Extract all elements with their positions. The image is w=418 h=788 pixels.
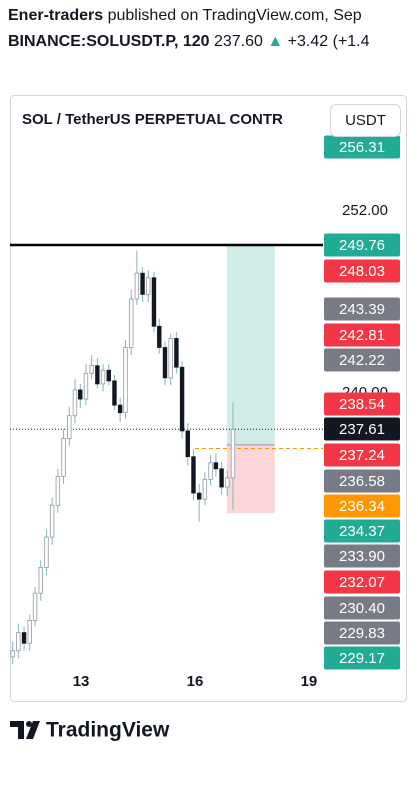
price-badge	[324, 596, 400, 620]
price-badge-label: 249.76	[339, 237, 385, 254]
plot-area	[10, 243, 323, 664]
candle-body	[196, 492, 202, 500]
price-badge-label: 236.34	[339, 498, 385, 515]
candle-body	[49, 504, 55, 538]
price-badge	[324, 544, 400, 568]
price-badge-label: 236.58	[339, 473, 385, 490]
price-badge	[324, 297, 400, 321]
price-badge-label: 234.37	[339, 523, 385, 540]
candle-body	[230, 428, 236, 479]
symbol: BINANCE:SOLUSDT.P, 120	[8, 33, 210, 50]
page: Ener-traders published on TradingView.co…	[8, 7, 418, 742]
change-pct: (+1.4	[332, 33, 370, 50]
candle-body	[61, 438, 66, 477]
candle-body	[202, 479, 208, 500]
currency-button[interactable]	[330, 104, 401, 137]
price-badge	[324, 392, 400, 416]
candle-body	[21, 632, 27, 644]
candle-body	[83, 372, 89, 400]
x-tick-label: 16	[187, 673, 204, 690]
candle-body	[55, 476, 61, 506]
arrow: ▲	[267, 33, 284, 50]
price-badge-label: 237.24	[339, 447, 385, 464]
profit-zone	[226, 244, 275, 445]
price-badge	[324, 323, 400, 347]
candle-body	[32, 592, 38, 621]
price-badge	[324, 443, 400, 467]
price-badge-label: 237.61	[339, 421, 385, 438]
price-badge	[324, 348, 400, 372]
header-line-2: BINANCE:SOLUSDT.P, 120 237.60 ▲ +3.42 (+…	[8, 33, 418, 51]
price-badge-label: 229.83	[339, 625, 385, 642]
candle-body	[89, 365, 94, 374]
price-axis: 240.00252.00256.31249.76248.03243.39242.…	[324, 135, 400, 670]
candle-body	[208, 462, 213, 480]
price-badge	[324, 519, 400, 543]
candle-body	[219, 468, 224, 488]
candle-body	[16, 632, 21, 652]
price-badge-label: 229.17	[339, 650, 385, 667]
candle-body	[44, 536, 49, 568]
candle-body	[191, 456, 196, 494]
price-badge	[324, 469, 400, 493]
candle-body	[225, 477, 230, 488]
candle-body	[72, 389, 78, 417]
price-badge	[324, 259, 400, 283]
price-badge	[324, 570, 400, 594]
price-badge-label: 248.03	[339, 263, 385, 280]
candle-body	[157, 325, 162, 348]
candle-body	[213, 462, 219, 470]
footer-brand: TradingView	[46, 719, 170, 742]
candle-body	[10, 650, 15, 658]
price-badge	[324, 621, 400, 645]
price-badge-label: 256.31	[339, 139, 385, 156]
candle-body	[185, 430, 190, 458]
candle-body	[174, 338, 179, 368]
candle-body	[123, 347, 128, 414]
candle-body	[179, 366, 185, 432]
candle-body	[78, 389, 83, 400]
change: +3.42	[287, 33, 329, 50]
chart-title: SOL / TetherUS PERPETUAL CONTR	[22, 111, 283, 128]
candle-body	[151, 277, 157, 327]
candle-body	[38, 566, 43, 594]
candle-body	[117, 404, 123, 414]
price-badge-label: 232.07	[339, 574, 385, 591]
candle-body	[106, 369, 111, 382]
chart-frame	[10, 95, 407, 702]
price-badge-label: 230.40	[339, 600, 385, 617]
author: Ener-traders	[8, 7, 104, 24]
price-badge	[324, 494, 400, 518]
y-tick-label: 252.00	[342, 202, 388, 219]
price-badge	[324, 646, 400, 670]
currency-button-label[interactable]: USDT	[345, 112, 386, 129]
candle-body	[95, 365, 100, 385]
header-line-1: Ener-traders published on TradingView.co…	[8, 7, 418, 25]
price-badge-label: 242.22	[339, 352, 385, 369]
price-badge	[324, 417, 400, 441]
price-badge-label: 233.90	[339, 548, 385, 565]
chart: 240.00252.00256.31249.76248.03243.39242.…	[10, 95, 407, 742]
logo	[10, 721, 40, 739]
price-badge-label: 238.54	[339, 396, 385, 413]
candle-body	[168, 338, 173, 379]
price-badge	[324, 233, 400, 257]
candle-body	[146, 277, 151, 295]
candle-body	[128, 298, 134, 348]
publish-text: published on TradingView.com, Sep	[107, 7, 362, 24]
price: 237.60	[213, 33, 263, 50]
candle-body	[100, 369, 106, 385]
price-badge-label: 242.81	[339, 327, 385, 344]
price-badge	[324, 135, 400, 159]
candle-body	[162, 347, 168, 379]
candle-body	[27, 620, 32, 644]
candle-body	[134, 272, 140, 300]
candle-body	[112, 380, 117, 406]
candle-body	[67, 415, 72, 439]
price-badge-label: 243.39	[339, 301, 385, 318]
x-tick-label: 13	[73, 673, 90, 690]
candle-body	[140, 272, 145, 295]
x-tick-label: 19	[301, 673, 318, 690]
